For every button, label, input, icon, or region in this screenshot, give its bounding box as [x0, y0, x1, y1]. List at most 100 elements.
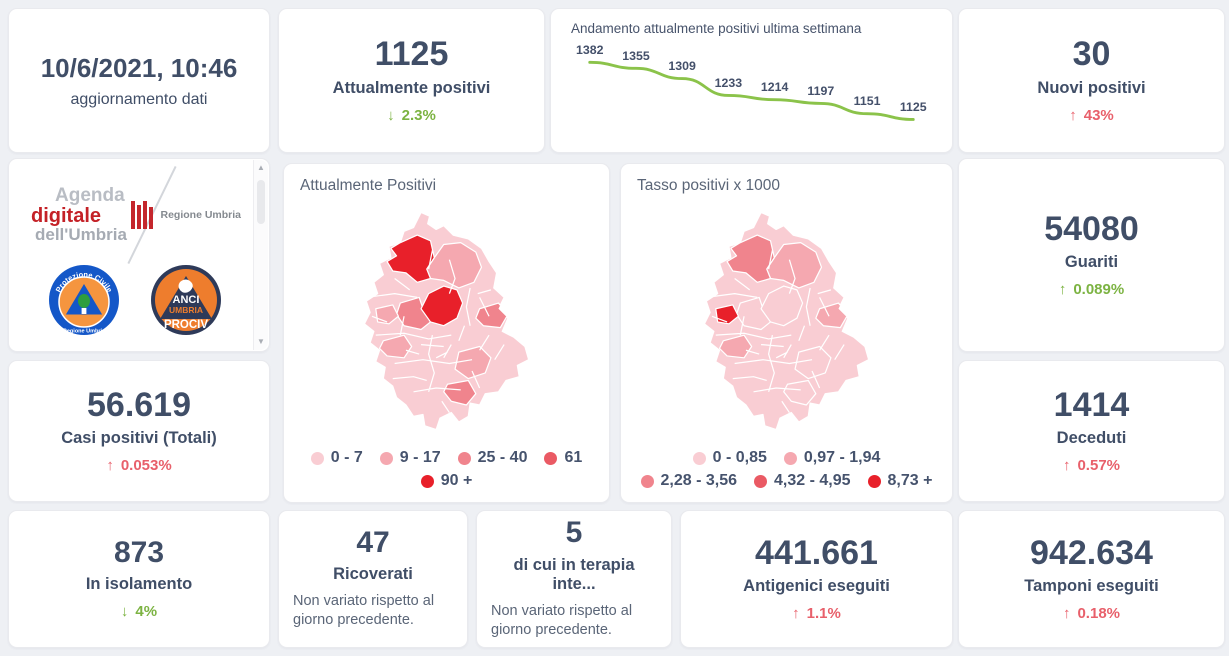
trend-point-label: 1382	[576, 43, 604, 57]
legend-dot	[379, 451, 393, 465]
trend-chart-title: Andamento attualmente positivi ultima se…	[571, 21, 862, 36]
card-nuovi-positivi: 30 Nuovi positivi ↑ 43%	[958, 8, 1225, 153]
stat-label: Tamponi eseguiti	[1024, 577, 1159, 596]
legend-item: 25 - 40	[457, 449, 528, 467]
svg-text:UMBRIA: UMBRIA	[169, 305, 203, 315]
card-casi-totali: 56.619 Casi positivi (Totali) ↑ 0.053%	[8, 360, 270, 502]
card-map-attualmente: Attualmente Positivi	[283, 163, 610, 503]
legend-label: 0,97 - 1,94	[803, 449, 881, 466]
arrow-up-icon: ↑	[106, 457, 114, 475]
legend-dot	[754, 474, 768, 488]
map-legend-row: 90 +	[296, 472, 597, 490]
emblem-bar	[143, 201, 148, 229]
legend-label: 4,32 - 4,95	[774, 472, 851, 489]
stat-label: di cui in terapia inte...	[513, 555, 635, 593]
stat-delta: ↑ 0.57%	[1063, 457, 1120, 474]
legend-label: 9 - 17	[399, 449, 441, 466]
stat-value: 942.634	[1030, 533, 1153, 572]
logos-scroll-area[interactable]: Agenda digitale dell'Umbria Regione Umbr…	[9, 159, 253, 351]
vertical-scrollbar[interactable]: ▲ ▼	[253, 160, 268, 350]
legend-label: 8,73 +	[887, 472, 933, 489]
umbria-choropleth-tasso[interactable]	[678, 203, 895, 439]
legend-dot	[640, 474, 654, 488]
trend-line-chart[interactable]: 1382 1355 1309 1233 1214 1197 1151 1125	[565, 36, 938, 142]
regione-umbria-label: Regione Umbria	[160, 209, 241, 221]
stat-value: 5	[565, 516, 583, 550]
map-area	[296, 195, 597, 447]
svg-text:ANCI: ANCI	[173, 294, 200, 306]
arrow-up-icon: ↑	[1058, 281, 1067, 299]
legend-item: 2,28 - 3,56	[640, 472, 737, 490]
card-guariti: 54080 Guariti ↑ 0.089%	[958, 158, 1225, 352]
trend-point-label: 1197	[807, 84, 834, 98]
emblem-bar	[149, 207, 154, 229]
protezione-civile-logo: Protezione Civile Regione Umbria	[49, 265, 119, 335]
arrow-down-icon: ↓	[387, 106, 395, 124]
delta-value: 0.57%	[1077, 457, 1121, 475]
arrow-up-icon: ↑	[792, 605, 800, 623]
scrollbar-thumb[interactable]	[257, 180, 265, 224]
card-last-update: 10/6/2021, 10:46 aggiornamento dati	[8, 8, 270, 153]
legend-item: 8,73 +	[867, 472, 933, 490]
map-legend-row: 2,28 - 3,56 4,32 - 4,95 8,73 +	[633, 472, 940, 490]
legend-dot	[867, 474, 881, 488]
stat-value: 873	[113, 535, 165, 569]
card-ricoverati: 47 Ricoverati Non variato rispetto al gi…	[278, 510, 468, 648]
stat-label: Nuovi positivi	[1037, 78, 1146, 97]
scroll-up-arrow[interactable]: ▲	[257, 163, 265, 172]
agenda-logo-line3: dell'Umbria	[35, 225, 127, 245]
map-legend-row: 0 - 7 9 - 17 25 - 40 61	[296, 449, 597, 467]
legend-dot	[783, 451, 797, 465]
legend-item: 0 - 0,85	[692, 449, 767, 467]
stat-label: Antigenici eseguiti	[743, 577, 890, 596]
stat-label: Ricoverati	[333, 565, 413, 584]
legend-dot	[692, 451, 706, 465]
stat-delta: ↑ 0.089%	[1059, 281, 1124, 298]
legend-item: 9 - 17	[379, 449, 441, 467]
stat-value: 1125	[374, 35, 449, 74]
stat-delta: ↓ 4%	[121, 603, 157, 620]
agenda-logo-line1: Agenda	[55, 185, 125, 207]
legend-item: 90 +	[420, 472, 473, 490]
arrow-down-icon: ↓	[120, 603, 129, 621]
emblem-bar	[131, 201, 136, 229]
agenda-digitale-umbria-logo: Agenda digitale dell'Umbria	[29, 186, 127, 243]
legend-label: 90 +	[440, 472, 473, 489]
umbria-choropleth-attualmente[interactable]	[338, 203, 555, 439]
legend-dot	[544, 451, 558, 465]
stat-value: 441.661	[755, 533, 878, 572]
legend-label: 25 - 40	[477, 449, 528, 466]
legend-label: 61	[564, 449, 583, 466]
delta-value: 43%	[1083, 106, 1114, 124]
map-title: Attualmente Positivi	[300, 177, 437, 194]
card-logos: Agenda digitale dell'Umbria Regione Umbr…	[8, 158, 270, 352]
legend-item: 0 - 7	[310, 449, 363, 467]
update-caption: aggiornamento dati	[70, 90, 208, 108]
trend-point-label: 1125	[900, 100, 927, 114]
legend-item: 61	[544, 449, 582, 467]
legend-item: 4,32 - 4,95	[754, 472, 851, 490]
logo-row-bottom: Protezione Civile Regione Umbria ANCI UM…	[25, 263, 245, 341]
stat-note: Non variato rispetto al giorno precedent…	[491, 602, 633, 638]
stat-delta: ↑ 1.1%	[792, 605, 841, 622]
map-title: Tasso positivi x 1000	[637, 177, 781, 194]
legend-dot	[457, 451, 471, 465]
card-terapia-intensiva: 5 di cui in terapia inte... Non variato …	[476, 510, 672, 648]
update-datetime: 10/6/2021, 10:46	[40, 52, 238, 83]
stat-value: 30	[1072, 35, 1111, 74]
scroll-down-arrow[interactable]: ▼	[257, 337, 265, 346]
card-tamponi: 942.634 Tamponi eseguiti ↑ 0.18%	[958, 510, 1225, 648]
card-map-tasso: Tasso positivi x 1000	[620, 163, 953, 503]
card-attualmente-positivi: 1125 Attualmente positivi ↓ 2.3%	[278, 8, 545, 153]
card-isolamento: 873 In isolamento ↓ 4%	[8, 510, 270, 648]
trend-line	[588, 60, 915, 121]
svg-text:Regione Umbria: Regione Umbria	[63, 329, 106, 335]
emblem-bar	[137, 205, 142, 229]
delta-value: 0.053%	[120, 457, 172, 475]
stat-value: 54080	[1044, 209, 1139, 248]
card-deceduti: 1414 Deceduti ↑ 0.57%	[958, 360, 1225, 502]
stat-note: Non variato rispetto al giorno precedent…	[293, 593, 435, 629]
delta-value: 4%	[135, 603, 158, 621]
stat-delta: ↑ 43%	[1069, 107, 1114, 124]
stat-value: 47	[356, 525, 390, 559]
